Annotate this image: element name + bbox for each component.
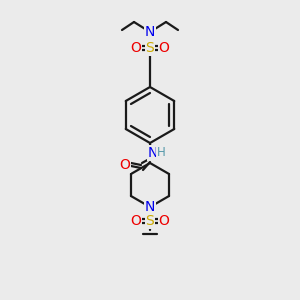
Text: H: H xyxy=(157,146,165,160)
Text: S: S xyxy=(146,41,154,55)
Text: O: O xyxy=(159,214,170,228)
Text: O: O xyxy=(159,41,170,55)
Text: S: S xyxy=(146,214,154,228)
Text: N: N xyxy=(145,200,155,214)
Text: O: O xyxy=(130,214,141,228)
Text: N: N xyxy=(148,146,158,160)
Text: O: O xyxy=(120,158,130,172)
Text: O: O xyxy=(130,41,141,55)
Text: N: N xyxy=(145,25,155,39)
